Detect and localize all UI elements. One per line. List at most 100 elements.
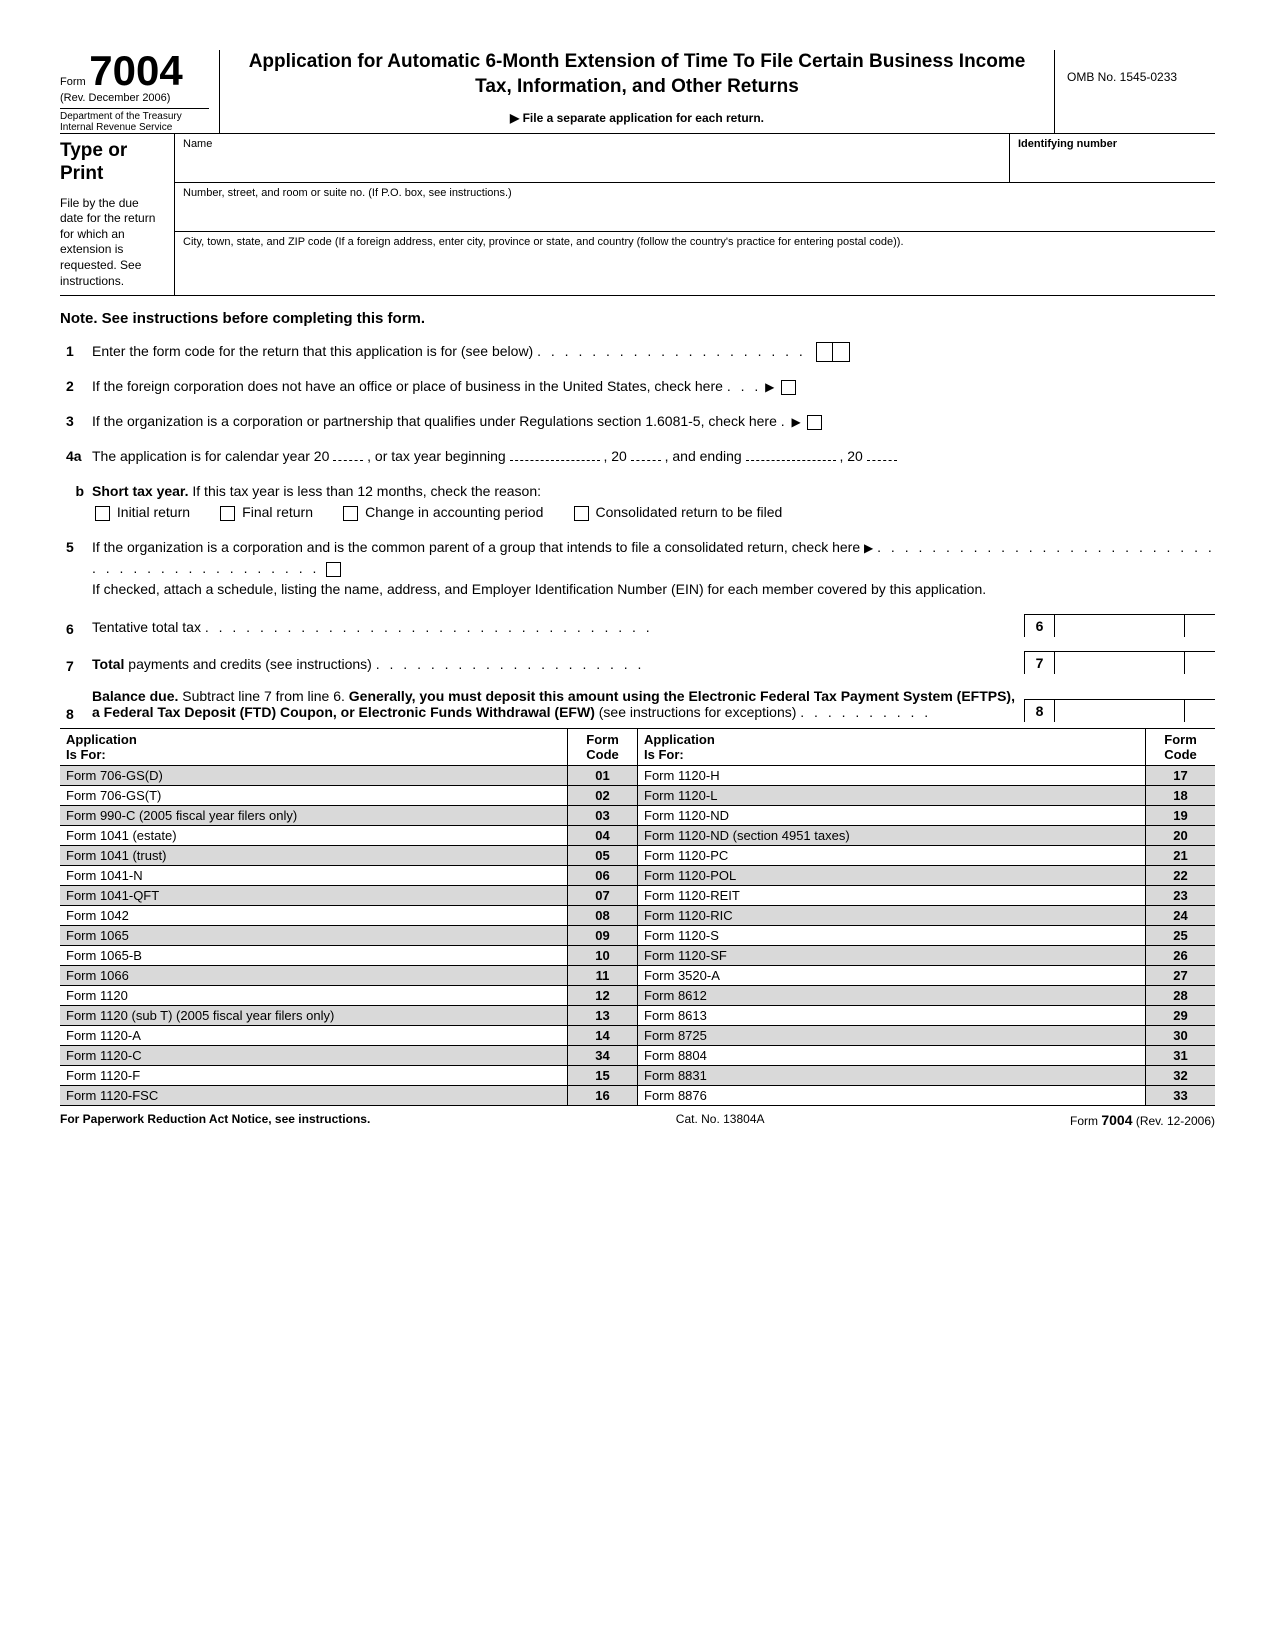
table-cell-code: 11	[567, 966, 637, 985]
line-7-value[interactable]	[1055, 652, 1185, 674]
line-7-cents[interactable]	[1185, 652, 1215, 674]
begin-date-input[interactable]	[510, 449, 600, 461]
line-3: 3 If the organization is a corporation o…	[60, 411, 1215, 432]
table-cell-code: 23	[1145, 886, 1215, 905]
line-5-checkbox[interactable]	[326, 562, 341, 577]
table-cell-application: Form 706-GS(T)	[60, 786, 567, 805]
table-row: Form 1120-ND19	[638, 806, 1215, 826]
name-row: Name Identifying number	[175, 134, 1215, 183]
table-cell-application: Form 1042	[60, 906, 567, 925]
subtitle-text: File a separate application for each ret…	[523, 111, 764, 125]
l8-mid: Subtract line 7 from line 6.	[182, 688, 349, 704]
l7-bold: Total	[92, 656, 124, 672]
table-row: Form 883132	[638, 1066, 1215, 1086]
table-cell-code: 21	[1145, 846, 1215, 865]
line-6-box-num: 6	[1025, 615, 1055, 637]
table-row: Form 1120-L18	[638, 786, 1215, 806]
identifying-number-field[interactable]: Identifying number	[1010, 134, 1215, 182]
form-code-input[interactable]	[816, 342, 850, 362]
header-code-right: FormCode	[1145, 729, 1215, 765]
form-subtitle: ▶ File a separate application for each r…	[235, 111, 1039, 125]
end-year-input[interactable]	[867, 449, 897, 461]
table-cell-code: 31	[1145, 1046, 1215, 1065]
line-7-box-num: 7	[1025, 652, 1055, 674]
table-header-right: ApplicationIs For: FormCode	[638, 729, 1215, 766]
address-row: Number, street, and room or suite no. (I…	[175, 183, 1215, 232]
line-6: 6 Tentative total tax . . . . . . . . . …	[60, 614, 1215, 637]
table-cell-code: 22	[1145, 866, 1215, 885]
table-cell-application: Form 3520-A	[638, 966, 1145, 985]
city-field[interactable]: City, town, state, and ZIP code (If a fo…	[175, 232, 1215, 280]
table-cell-code: 25	[1145, 926, 1215, 945]
table-cell-application: Form 1120-L	[638, 786, 1145, 805]
consolidated-checkbox[interactable]	[574, 506, 589, 521]
opt-consolidated: Consolidated return to be filed	[595, 504, 782, 520]
table-cell-code: 09	[567, 926, 637, 945]
table-row: Form 3520-A27	[638, 966, 1215, 986]
city-label: City, town, state, and ZIP code (If a fo…	[183, 236, 904, 248]
id-right: Name Identifying number Number, street, …	[175, 134, 1215, 295]
table-cell-code: 15	[567, 1066, 637, 1085]
table-cell-application: Form 1120-A	[60, 1026, 567, 1045]
dept2: Internal Revenue Service	[60, 122, 172, 133]
line-6-value[interactable]	[1055, 615, 1185, 637]
table-cell-application: Form 8831	[638, 1066, 1145, 1085]
initial-return-checkbox[interactable]	[95, 506, 110, 521]
opt-initial: Initial return	[117, 504, 190, 520]
form-label: Form	[60, 76, 86, 88]
code-rows-right: Form 1120-H17Form 1120-L18Form 1120-ND19…	[638, 766, 1215, 1105]
table-cell-application: Form 1120-S	[638, 926, 1145, 945]
change-accounting-checkbox[interactable]	[343, 506, 358, 521]
footer-revision: (Rev. 12-2006)	[1136, 1114, 1215, 1128]
table-cell-application: Form 1041-N	[60, 866, 567, 885]
arrow-icon: ▶	[510, 111, 519, 125]
note-heading: Note. See instructions before completing…	[60, 310, 1215, 327]
leader-dots: . . . . . . . . . . . . . . . . . . . . …	[205, 619, 653, 635]
l4b-bold: Short tax year.	[92, 483, 189, 499]
line-6-amount: 6	[1024, 614, 1215, 637]
line-5-text: If the organization is a corporation and…	[92, 537, 1215, 600]
table-cell-code: 04	[567, 826, 637, 845]
table-row: Form 1120-PC21	[638, 846, 1215, 866]
table-row: Form 706-GS(D)01	[60, 766, 637, 786]
table-cell-code: 34	[567, 1046, 637, 1065]
table-cell-code: 16	[567, 1086, 637, 1105]
year-input[interactable]	[333, 449, 363, 461]
footer-form-word: Form	[1070, 1114, 1098, 1128]
table-cell-code: 30	[1145, 1026, 1215, 1045]
l4a-part-e: , 20	[839, 448, 862, 464]
table-row: Form 1041-QFT07	[60, 886, 637, 906]
table-cell-application: Form 1120-FSC	[60, 1086, 567, 1105]
line-8-cents[interactable]	[1185, 699, 1215, 722]
header-app-right: ApplicationIs For:	[638, 729, 1145, 765]
table-cell-code: 27	[1145, 966, 1215, 985]
end-date-input[interactable]	[746, 449, 836, 461]
begin-year-input[interactable]	[631, 449, 661, 461]
table-row: Form 1120-S25	[638, 926, 1215, 946]
line-1-text: Enter the form code for the return that …	[92, 341, 1215, 362]
line-2-text: If the foreign corporation does not have…	[92, 376, 1215, 397]
table-cell-application: Form 1120-ND	[638, 806, 1145, 825]
table-cell-code: 08	[567, 906, 637, 925]
line-1: 1 Enter the form code for the return tha…	[60, 341, 1215, 362]
line-8-number: 8	[60, 706, 92, 722]
name-field[interactable]: Name	[175, 134, 1010, 182]
line-6-cents[interactable]	[1185, 615, 1215, 637]
code-table-right: ApplicationIs For: FormCode Form 1120-H1…	[638, 729, 1215, 1105]
line-7-amount: 7	[1024, 651, 1215, 674]
table-row: Form 1065-B10	[60, 946, 637, 966]
table-cell-code: 12	[567, 986, 637, 1005]
address-field[interactable]: Number, street, and room or suite no. (I…	[175, 183, 1215, 231]
line-8-value[interactable]	[1055, 699, 1185, 722]
line-3-checkbox[interactable]	[807, 415, 822, 430]
table-row: Form 861329	[638, 1006, 1215, 1026]
leader-dots: . . . . . . . . . .	[800, 704, 931, 720]
dept1: Department of the Treasury	[60, 111, 182, 122]
form-number: 7004	[89, 47, 182, 94]
table-cell-application: Form 1120-POL	[638, 866, 1145, 885]
table-cell-code: 26	[1145, 946, 1215, 965]
line-2-number: 2	[60, 376, 92, 397]
header-left: Form 7004 (Rev. December 2006) Departmen…	[60, 50, 220, 133]
final-return-checkbox[interactable]	[220, 506, 235, 521]
line-2-checkbox[interactable]	[781, 380, 796, 395]
